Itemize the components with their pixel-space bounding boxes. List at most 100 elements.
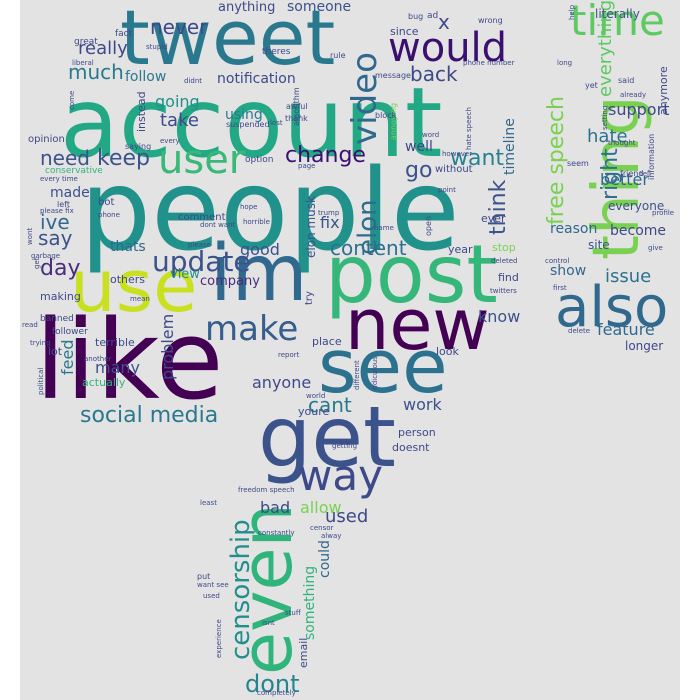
word-actually: actually bbox=[82, 376, 126, 389]
word-message: message bbox=[375, 71, 411, 80]
word-ad: ad bbox=[427, 11, 439, 21]
word-setting-vertical: setting bbox=[601, 105, 609, 130]
word-left: left bbox=[57, 200, 70, 209]
word-twitters: twitters bbox=[490, 287, 517, 295]
word-company: company bbox=[200, 274, 260, 289]
word-back: back bbox=[410, 62, 458, 86]
word-dont: dont bbox=[245, 670, 300, 698]
word-social-media: social media bbox=[80, 403, 219, 428]
word-first: first bbox=[553, 284, 567, 292]
word-read: read bbox=[22, 321, 38, 329]
word-need: need bbox=[40, 146, 90, 170]
word-used: used bbox=[325, 506, 369, 527]
word-wrong: wrong bbox=[478, 16, 503, 25]
word-name: name bbox=[374, 224, 394, 232]
word-suspended: suspended bbox=[226, 120, 270, 129]
word-used: used bbox=[203, 592, 220, 600]
word-doesnt: doesnt bbox=[392, 441, 430, 454]
word-see: see bbox=[318, 324, 448, 410]
word-phone: phone bbox=[98, 211, 120, 219]
word-year: year bbox=[448, 243, 473, 256]
word-say: say bbox=[38, 226, 73, 250]
word-deleted: deleted bbox=[491, 257, 518, 265]
word-feature: feature bbox=[597, 320, 655, 339]
word-notification: notification bbox=[217, 71, 296, 87]
word-fact: fact bbox=[115, 29, 133, 39]
word-make: make bbox=[205, 309, 299, 349]
word-cant: cant bbox=[308, 393, 352, 417]
word-someone: someone bbox=[287, 0, 352, 15]
word-feed-vertical: feed bbox=[58, 339, 77, 375]
word-open-vertical: open bbox=[424, 216, 433, 236]
word-use: use bbox=[70, 244, 198, 328]
word-come-vertical: come bbox=[68, 90, 76, 110]
word-theres: theres bbox=[262, 47, 291, 57]
word-way: way bbox=[298, 451, 383, 500]
word-content: content bbox=[330, 236, 407, 260]
word-bad: bad bbox=[260, 498, 291, 517]
word-literally: literally bbox=[595, 7, 640, 21]
word-every-time: every time bbox=[40, 175, 78, 183]
word-option: option bbox=[245, 155, 274, 165]
word-person: person bbox=[398, 426, 436, 439]
word-banned: banned bbox=[40, 314, 74, 324]
word-problem-vertical: problem bbox=[158, 313, 177, 380]
word-keep: keep bbox=[97, 146, 150, 171]
word-tell: tell bbox=[640, 170, 651, 178]
word-become: become bbox=[610, 223, 667, 239]
word-youre: youre bbox=[298, 405, 330, 418]
word-going: going bbox=[155, 92, 200, 111]
word-however: however bbox=[442, 150, 473, 158]
word-change: change bbox=[285, 143, 366, 168]
word-please-fix: please fix bbox=[40, 207, 74, 215]
word-help-vertical: help bbox=[568, 4, 576, 20]
word-free-speech-vertical: free speech bbox=[544, 96, 569, 225]
word-day: day bbox=[40, 256, 81, 281]
word-friend: friend bbox=[620, 169, 644, 178]
word-better: better bbox=[600, 170, 649, 189]
word-give: give bbox=[648, 244, 663, 252]
word-look: look bbox=[436, 345, 459, 358]
word-go: go bbox=[405, 158, 433, 183]
word-phone-number: phone number bbox=[463, 59, 515, 67]
word-didnt: didnt bbox=[184, 77, 203, 85]
word-stop: stop bbox=[492, 241, 516, 254]
word-elon-musk-vertical: elon musk bbox=[304, 196, 318, 258]
word-block: block bbox=[375, 111, 397, 120]
word-take: take bbox=[160, 110, 199, 131]
word-get: get bbox=[258, 388, 396, 486]
word-everyone: everyone bbox=[608, 199, 665, 213]
word-thought: thought bbox=[608, 139, 636, 147]
word-update: update bbox=[152, 245, 251, 278]
word-trying: trying bbox=[30, 339, 51, 347]
word-hope: hope bbox=[240, 203, 258, 211]
word-new: new bbox=[345, 284, 490, 366]
word-profile: profile bbox=[652, 209, 675, 217]
word-others: others bbox=[110, 273, 146, 286]
word-people: people bbox=[80, 146, 460, 276]
word-different-vertical: different bbox=[353, 360, 361, 390]
word-could-vertical: could bbox=[317, 540, 333, 578]
word-allow: allow bbox=[300, 498, 342, 517]
word-put: put bbox=[197, 572, 211, 581]
word-work: work bbox=[403, 395, 442, 414]
word-great: great bbox=[74, 37, 98, 47]
wordcloud-background bbox=[20, 0, 680, 700]
word-anyone: anyone bbox=[252, 373, 312, 392]
word-horrible: horrible bbox=[243, 218, 270, 226]
word-hate: hate bbox=[587, 126, 628, 147]
word-think-vertical: think bbox=[486, 179, 511, 235]
word-never: never bbox=[150, 15, 208, 39]
word-much: much bbox=[68, 60, 124, 84]
word-comment: comment bbox=[178, 212, 226, 223]
word-im: im bbox=[210, 229, 308, 319]
word-ever: ever bbox=[481, 212, 506, 225]
word-already: already bbox=[620, 91, 647, 99]
word-annoying-vertical: annoying bbox=[389, 102, 398, 140]
word-issue: issue bbox=[605, 266, 652, 287]
word-saying: saying bbox=[125, 142, 152, 151]
word-try-vertical: try bbox=[304, 291, 315, 305]
word-alway: alway bbox=[321, 532, 342, 540]
word-like: like bbox=[35, 296, 224, 424]
